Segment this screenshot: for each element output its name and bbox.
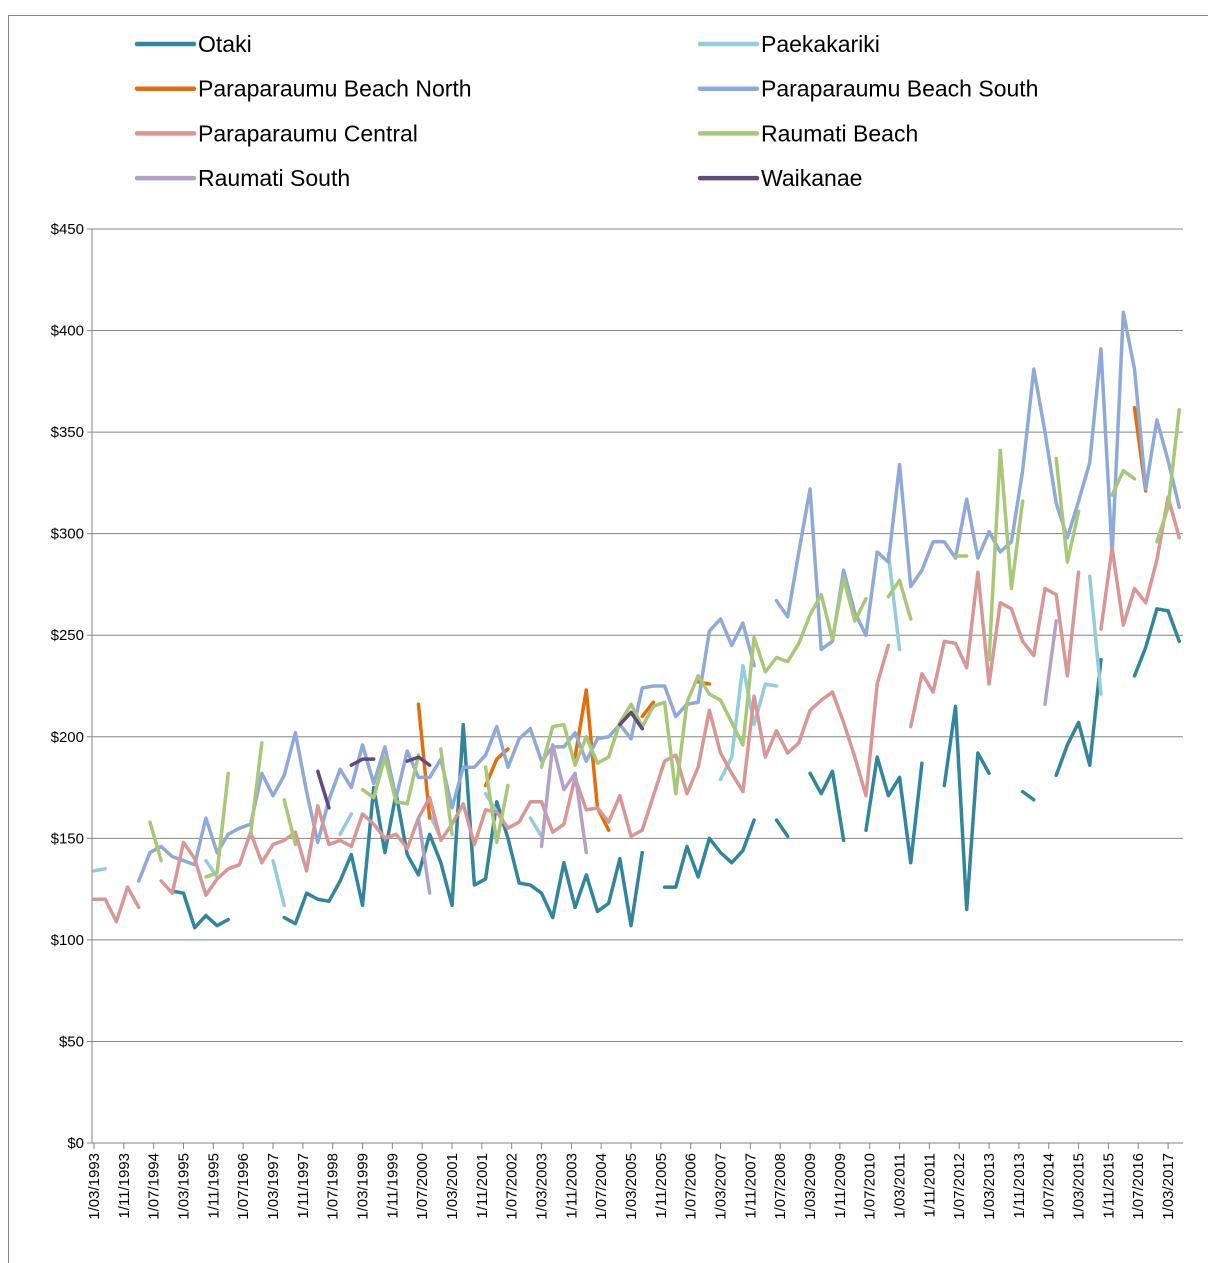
- x-tick-label: 1/03/1995: [176, 1153, 193, 1220]
- x-tick-label: 1/03/2013: [981, 1153, 998, 1220]
- legend-label: Paraparaumu Central: [198, 120, 418, 146]
- y-tick-label: $150: [51, 830, 84, 847]
- x-tick-label: 1/11/2013: [1011, 1153, 1028, 1219]
- series-line: [137, 310, 1182, 883]
- x-tick-label: 1/11/2005: [653, 1153, 670, 1219]
- legend-label: Raumati South: [198, 165, 350, 191]
- x-tick-label: 1/03/1999: [355, 1153, 372, 1220]
- y-tick-label: $350: [51, 424, 84, 441]
- x-tick-label: 1/03/2011: [892, 1153, 909, 1219]
- x-tick-label: 1/07/1994: [146, 1153, 163, 1220]
- x-tick-label: 1/07/1998: [325, 1153, 342, 1220]
- x-tick-label: 1/11/2009: [832, 1153, 849, 1219]
- legend-label: Paraparaumu Beach North: [198, 76, 472, 102]
- series-line: [170, 607, 1182, 930]
- y-tick-label: $250: [51, 627, 84, 644]
- x-tick-label: 1/03/1993: [86, 1153, 103, 1220]
- series-line: [416, 619, 1058, 895]
- x-tick-label: 1/07/2008: [772, 1153, 789, 1220]
- y-tick-label: $300: [51, 526, 84, 543]
- x-tick-label: 1/11/2007: [742, 1153, 759, 1219]
- series-line: [92, 495, 1182, 924]
- x-tick-label: 1/03/2009: [802, 1153, 819, 1220]
- x-tick-label: 1/07/2006: [683, 1153, 700, 1220]
- x-tick-label: 1/07/2012: [951, 1153, 968, 1220]
- x-tick-label: 1/11/2015: [1100, 1153, 1117, 1219]
- x-tick-label: 1/07/2002: [504, 1153, 521, 1220]
- x-tick-label: 1/11/1999: [384, 1153, 401, 1219]
- x-tick-label: 1/03/2017: [1160, 1153, 1177, 1220]
- x-tick-label: 1/11/2011: [921, 1153, 938, 1218]
- x-tick-label: 1/11/1995: [205, 1153, 222, 1219]
- series-line: [148, 408, 1182, 879]
- x-tick-label: 1/07/2004: [593, 1153, 610, 1220]
- x-tick-label: 1/11/2003: [563, 1153, 580, 1219]
- x-tick-label: 1/07/2010: [862, 1153, 879, 1220]
- x-tick-label: 1/03/2005: [623, 1153, 640, 1220]
- y-tick-label: $200: [51, 729, 84, 746]
- y-tick-label: $50: [59, 1033, 84, 1050]
- x-tick-label: 1/03/1997: [265, 1153, 282, 1220]
- y-tick-label: $0: [67, 1135, 84, 1152]
- legend-label: Waikanae: [761, 165, 862, 191]
- x-tick-label: 1/07/2000: [414, 1153, 431, 1220]
- chart-border: [8, 15, 1208, 1263]
- y-tick-label: $450: [51, 221, 84, 238]
- x-tick-label: 1/03/2003: [534, 1153, 551, 1220]
- y-tick-label: $400: [51, 323, 84, 340]
- series-line: [416, 405, 1148, 832]
- x-tick-label: 1/03/2015: [1071, 1153, 1088, 1220]
- x-tick-label: 1/11/2001: [474, 1153, 491, 1219]
- x-tick-label: 1/07/2016: [1130, 1153, 1147, 1220]
- x-tick-label: 1/03/2007: [713, 1153, 730, 1220]
- legend-label: Paekakariki: [761, 31, 880, 57]
- series-line: [316, 710, 644, 810]
- x-tick-label: 1/11/1997: [295, 1153, 312, 1219]
- x-tick-label: 1/11/1993: [116, 1153, 133, 1219]
- x-tick-label: 1/03/2001: [444, 1153, 461, 1220]
- y-tick-label: $100: [51, 932, 84, 949]
- legend-label: Raumati Beach: [761, 120, 918, 146]
- legend-label: Paraparaumu Beach South: [761, 76, 1038, 102]
- x-tick-label: 1/07/1996: [235, 1153, 252, 1220]
- legend-label: Otaki: [198, 31, 252, 57]
- x-tick-label: 1/07/2014: [1041, 1153, 1058, 1220]
